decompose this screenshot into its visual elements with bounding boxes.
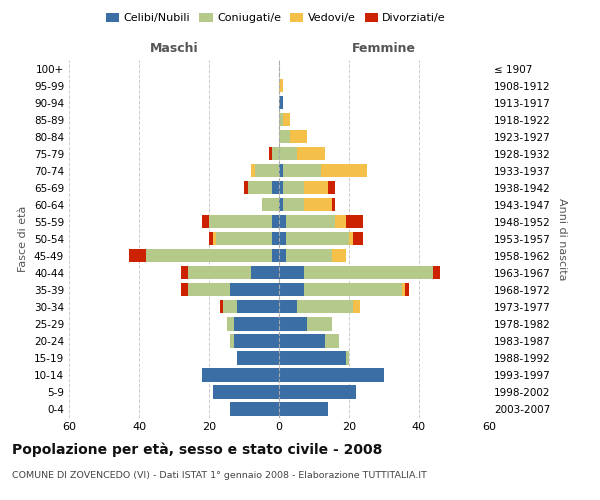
Bar — [279, 181, 283, 194]
Bar — [272, 249, 279, 262]
Bar — [325, 334, 338, 347]
Bar — [401, 283, 405, 296]
Bar — [279, 402, 328, 415]
Bar — [279, 198, 283, 211]
Bar — [251, 164, 254, 177]
Bar — [279, 147, 296, 160]
Bar — [286, 232, 349, 245]
Bar — [279, 300, 296, 314]
Bar — [279, 334, 325, 347]
Bar — [296, 147, 325, 160]
Bar — [279, 317, 307, 330]
Bar — [286, 215, 335, 228]
Bar — [272, 147, 279, 160]
Bar — [290, 130, 307, 143]
Text: Popolazione per età, sesso e stato civile - 2008: Popolazione per età, sesso e stato civil… — [12, 442, 382, 457]
Bar — [321, 164, 367, 177]
Bar — [237, 300, 279, 314]
Bar — [328, 181, 335, 194]
Bar — [279, 130, 290, 143]
Bar — [283, 181, 304, 194]
Bar — [279, 215, 286, 228]
Bar — [279, 249, 286, 262]
Bar — [212, 232, 216, 245]
Bar — [353, 300, 359, 314]
Bar — [307, 317, 331, 330]
Bar — [304, 198, 331, 211]
Bar — [244, 181, 248, 194]
Bar — [283, 198, 304, 211]
Bar — [209, 232, 212, 245]
Bar — [223, 300, 237, 314]
Bar — [331, 249, 346, 262]
Bar — [262, 198, 279, 211]
Bar — [269, 147, 272, 160]
Bar — [353, 232, 363, 245]
Y-axis label: Fasce di età: Fasce di età — [19, 206, 28, 272]
Bar — [202, 368, 279, 382]
Bar — [304, 181, 328, 194]
Bar — [335, 215, 346, 228]
Bar — [296, 300, 353, 314]
Bar — [279, 113, 283, 126]
Legend: Celibi/Nubili, Coniugati/e, Vedovi/e, Divorziati/e: Celibi/Nubili, Coniugati/e, Vedovi/e, Di… — [101, 8, 451, 28]
Bar — [279, 368, 384, 382]
Bar — [283, 113, 290, 126]
Bar — [233, 334, 279, 347]
Bar — [304, 283, 401, 296]
Bar — [346, 352, 349, 364]
Bar — [349, 232, 353, 245]
Bar — [286, 249, 331, 262]
Bar — [304, 266, 433, 280]
Bar — [272, 215, 279, 228]
Text: Maschi: Maschi — [149, 42, 199, 55]
Bar — [146, 249, 272, 262]
Bar — [248, 181, 272, 194]
Bar — [188, 283, 230, 296]
Bar — [230, 402, 279, 415]
Bar — [128, 249, 146, 262]
Bar — [237, 352, 279, 364]
Bar — [227, 317, 233, 330]
Bar — [209, 215, 272, 228]
Bar — [279, 283, 304, 296]
Bar — [181, 283, 188, 296]
Bar — [279, 266, 304, 280]
Bar — [251, 266, 279, 280]
Bar — [230, 334, 233, 347]
Bar — [216, 232, 272, 245]
Bar — [272, 181, 279, 194]
Bar — [433, 266, 440, 280]
Bar — [405, 283, 409, 296]
Bar — [279, 164, 283, 177]
Y-axis label: Anni di nascita: Anni di nascita — [557, 198, 567, 280]
Bar — [346, 215, 363, 228]
Bar — [202, 215, 209, 228]
Text: COMUNE DI ZOVENCEDO (VI) - Dati ISTAT 1° gennaio 2008 - Elaborazione TUTTITALIA.: COMUNE DI ZOVENCEDO (VI) - Dati ISTAT 1°… — [12, 471, 427, 480]
Bar — [279, 96, 283, 109]
Bar — [181, 266, 188, 280]
Bar — [230, 283, 279, 296]
Bar — [212, 386, 279, 398]
Bar — [272, 232, 279, 245]
Bar — [188, 266, 251, 280]
Bar — [283, 164, 321, 177]
Text: Femmine: Femmine — [352, 42, 416, 55]
Bar — [279, 79, 283, 92]
Bar — [279, 386, 356, 398]
Bar — [254, 164, 279, 177]
Bar — [279, 352, 346, 364]
Bar — [279, 232, 286, 245]
Bar — [331, 198, 335, 211]
Bar — [220, 300, 223, 314]
Bar — [233, 317, 279, 330]
